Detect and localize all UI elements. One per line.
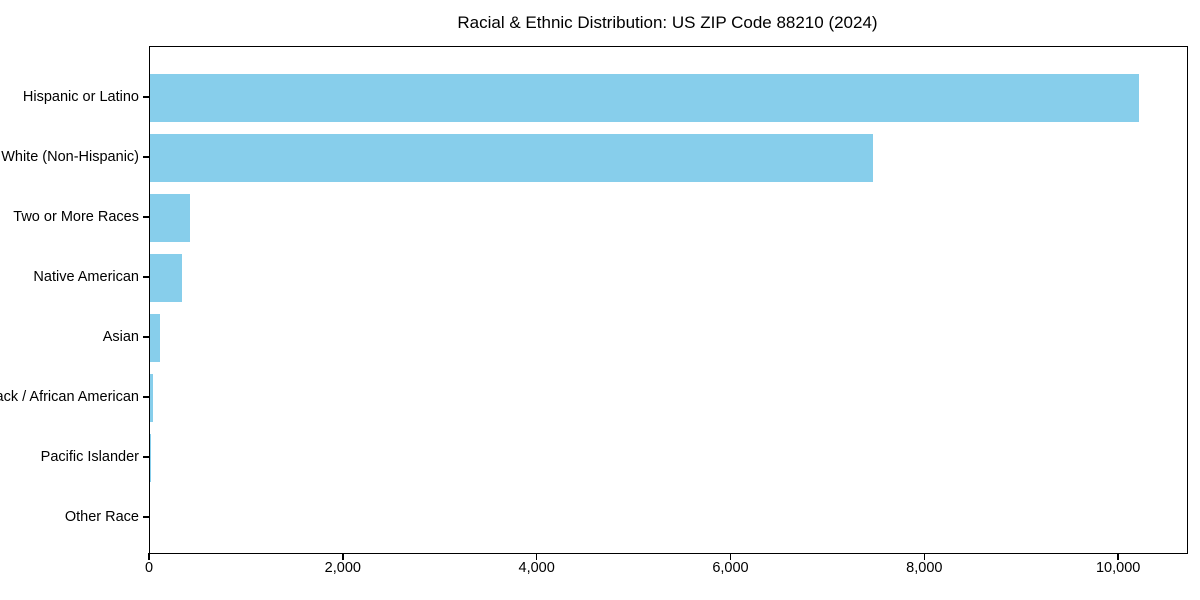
bar — [150, 74, 1139, 122]
bar — [150, 194, 190, 242]
y-axis-tick — [143, 516, 149, 518]
bar — [150, 254, 182, 302]
x-axis-tick-label: 2,000 — [324, 560, 361, 576]
y-axis-label: Two or More Races — [13, 208, 139, 225]
x-axis-tick-label: 4,000 — [518, 560, 555, 576]
y-axis-label: Native American — [33, 268, 139, 285]
x-axis-tick — [1117, 553, 1119, 560]
chart-title: Racial & Ethnic Distribution: US ZIP Cod… — [457, 13, 878, 32]
bar — [150, 134, 873, 182]
bar — [150, 314, 160, 362]
x-axis-tick-label: 8,000 — [906, 560, 943, 576]
y-axis-tick — [143, 276, 149, 278]
y-axis-label: White (Non-Hispanic) — [1, 148, 139, 165]
y-axis-label: Other Race — [64, 508, 139, 525]
x-axis-tick-label: 0 — [144, 560, 154, 576]
y-axis-tick — [143, 156, 149, 158]
y-axis-tick — [143, 96, 149, 98]
x-axis-tick-label: 10,000 — [1095, 560, 1141, 576]
y-axis-tick — [143, 216, 149, 218]
bar — [150, 374, 153, 422]
x-axis-tick-label: 6,000 — [712, 560, 749, 576]
y-axis-label: Pacific Islander — [40, 448, 139, 465]
y-axis-label: Asian — [102, 328, 139, 345]
plot-area — [149, 46, 1188, 554]
x-axis-tick — [342, 553, 344, 560]
x-axis-tick — [729, 553, 732, 560]
x-axis-tick — [535, 553, 538, 560]
y-axis-label: Hispanic or Latino — [22, 88, 139, 105]
y-axis-tick — [143, 336, 149, 338]
x-axis-tick — [923, 553, 926, 560]
y-axis-tick — [143, 456, 149, 458]
y-axis-label: Black / African American — [0, 388, 139, 405]
y-axis-tick — [143, 396, 149, 398]
x-axis-tick — [148, 553, 150, 560]
